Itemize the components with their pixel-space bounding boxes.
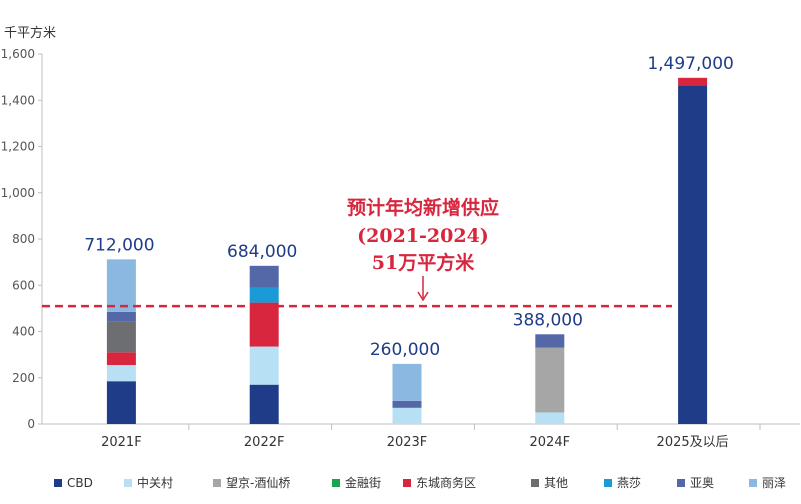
bar-segment	[106, 352, 136, 366]
x-tick-label: 2021F	[101, 435, 142, 450]
bar-total-label: 1,497,000	[647, 54, 734, 74]
annotation-arrow-head	[417, 291, 429, 302]
legend-swatch	[332, 479, 340, 487]
y-tick-label: 1,000	[1, 186, 35, 200]
legend-label: 亚奥	[690, 476, 714, 490]
legend-swatch	[213, 479, 221, 487]
bar-segment	[535, 334, 565, 348]
bar-total-label: 388,000	[513, 310, 583, 330]
bar-segment	[535, 347, 565, 413]
axes: 0 200 400 600 800 1,000 1,200 1,400 1,600 2021F 20…	[1, 47, 800, 450]
legend-label: 望京-酒仙桥	[226, 476, 290, 490]
bar-segment	[249, 265, 279, 288]
bar-segment	[106, 321, 136, 353]
y-tick-label: 400	[12, 325, 35, 339]
legend-label: CBD	[67, 476, 93, 490]
bar-segment	[678, 77, 708, 86]
legend-label: 燕莎	[617, 476, 641, 490]
bar-segment	[106, 381, 136, 424]
legend-swatch	[677, 479, 685, 487]
y-tick-label: 200	[12, 371, 35, 385]
bar-segment	[249, 302, 279, 347]
y-tick-label: 0	[27, 417, 35, 431]
bar-segment	[392, 400, 422, 408]
legend-swatch	[124, 479, 132, 487]
y-tick-label: 1,200	[1, 140, 35, 154]
bar-total-labels: 712,000 684,000 260,000 388,000 1,497,000	[84, 54, 734, 360]
bar-total-label: 684,000	[227, 242, 297, 262]
x-tick-label: 2022F	[244, 435, 285, 450]
legend-swatch	[749, 479, 757, 487]
legend-label: 金融街	[345, 475, 381, 490]
legend-label: 丽泽	[762, 476, 786, 490]
x-tick-label: 2024F	[530, 435, 571, 450]
annotation-line-1: 预计年均新增供应	[347, 196, 499, 219]
bar-segment	[106, 365, 136, 382]
bar-segment	[249, 384, 279, 424]
x-tick-label: 2025及以后	[657, 435, 729, 450]
legend-swatch	[531, 479, 539, 487]
annotation-line-2: (2021-2024)	[357, 225, 489, 247]
bar-segment	[249, 287, 279, 303]
bar-segment	[106, 311, 136, 322]
y-tick-label: 1,400	[1, 93, 35, 107]
legend-swatch	[54, 479, 62, 487]
legend: CBD 中关村 望京-酒仙桥 金融街 东城商务区 其他 燕莎 亚奥 丽泽	[54, 475, 786, 490]
legend-swatch	[604, 479, 612, 487]
bar-total-label: 260,000	[370, 340, 440, 360]
y-tick-label: 600	[12, 278, 35, 292]
bar-segment	[392, 363, 422, 401]
legend-label: 东城商务区	[416, 475, 476, 490]
bar-segment	[249, 346, 279, 385]
legend-label: 中关村	[137, 475, 173, 490]
legend-swatch	[403, 479, 411, 487]
legend-label: 其他	[544, 476, 568, 490]
y-axis-unit-label: 千平方米	[4, 25, 56, 41]
y-tick-label: 800	[12, 232, 35, 246]
bar-segment	[392, 407, 422, 424]
annotation-line-3: 51万平方米	[372, 251, 475, 274]
bars	[106, 77, 708, 424]
bar-total-label: 712,000	[84, 235, 154, 255]
annotation: 预计年均新增供应 (2021-2024) 51万平方米	[347, 196, 499, 302]
bar-segment	[535, 412, 565, 424]
bar-segment	[106, 259, 136, 312]
y-tick-label: 1,600	[1, 47, 35, 61]
x-tick-label: 2023F	[387, 435, 428, 450]
bar-segment	[678, 85, 708, 424]
